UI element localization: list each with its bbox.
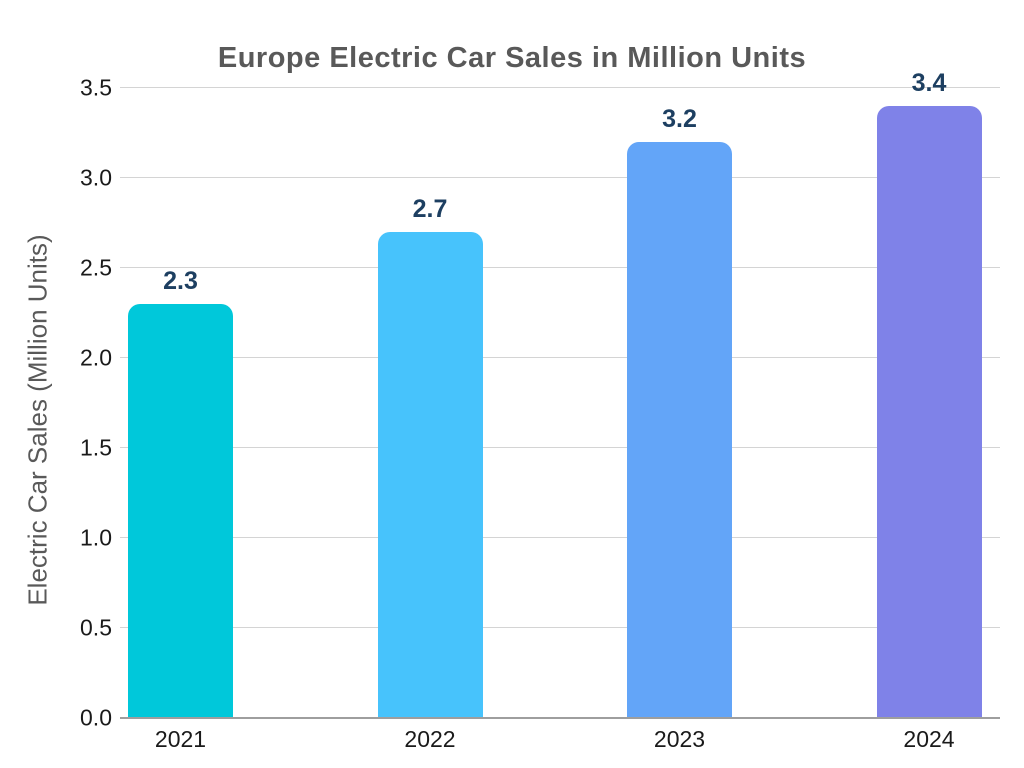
x-tick-label: 2022 xyxy=(404,726,456,752)
bar-2024 xyxy=(876,106,982,718)
x-tick-label: 2023 xyxy=(653,726,706,752)
gridline xyxy=(120,87,1000,88)
gridline xyxy=(120,177,1000,178)
y-tick-label: 2.5 xyxy=(80,254,112,281)
bar-2023 xyxy=(627,142,732,718)
bar-2021 xyxy=(128,304,233,718)
gridline xyxy=(120,627,1000,628)
plot-area: 2.3 2.7 3.2 3.4 xyxy=(120,69,1000,719)
y-axis-title: Electric Car Sales (Million Units) xyxy=(22,234,53,606)
bar-value-label: 3.2 xyxy=(662,105,697,133)
y-tick-label: 3.5 xyxy=(80,74,112,101)
bar-2022 xyxy=(377,232,483,718)
x-tick-label: 2024 xyxy=(903,726,955,752)
y-tick-label: 3.0 xyxy=(80,164,112,191)
chart-title: Europe Electric Car Sales in Million Uni… xyxy=(217,42,807,74)
bar-value-label: 2.3 xyxy=(163,267,198,295)
gridline xyxy=(120,537,1000,538)
gridline xyxy=(120,357,1000,358)
y-tick-label: 2.0 xyxy=(80,344,112,371)
y-tick-label: 1.5 xyxy=(80,434,112,461)
x-axis-line xyxy=(120,717,1000,719)
y-tick-label: 0.5 xyxy=(80,614,112,641)
y-tick-label: 1.0 xyxy=(80,524,112,551)
bar-value-label: 3.4 xyxy=(911,69,947,97)
bar-value-label: 2.7 xyxy=(412,195,448,223)
y-tick-label: 0.0 xyxy=(80,704,112,731)
gridline xyxy=(120,447,1000,448)
gridline xyxy=(120,267,1000,268)
x-tick-label: 2021 xyxy=(154,726,207,752)
